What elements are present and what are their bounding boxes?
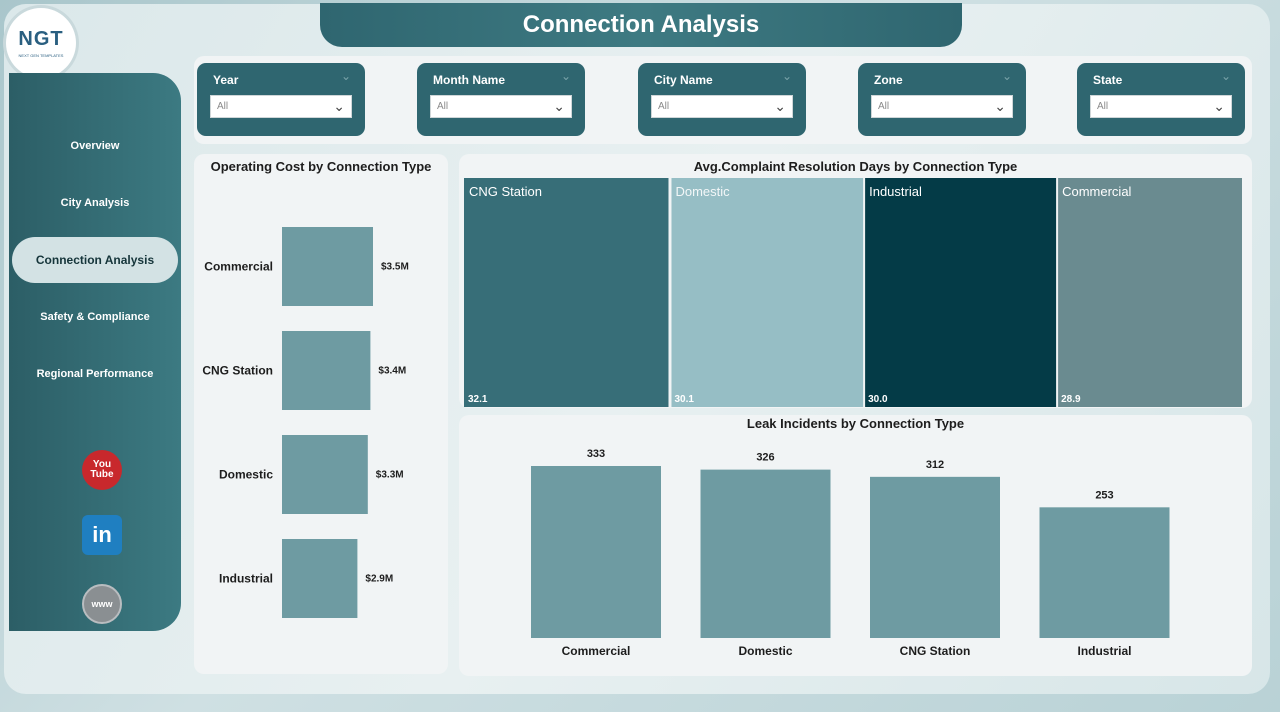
city-dropdown[interactable]: All ⌄ (651, 95, 793, 118)
chart-title: Avg.Complaint Resolution Days by Connect… (693, 159, 1018, 174)
logo-mark: NGT (18, 28, 64, 50)
data-label-industrial: $2.9M (365, 574, 393, 585)
tile-value-cng-station: 32.1 (468, 394, 488, 405)
filter-month-name: Month Name ⌄ All ⌄ (417, 63, 585, 136)
tile-value-domestic: 30.1 (674, 394, 694, 405)
data-label-domestic: $3.3M (376, 470, 404, 481)
filter-zone: Zone ⌄ All ⌄ (858, 63, 1026, 136)
chevron-down-icon: ⌄ (1213, 98, 1225, 114)
category-label-industrial: Industrial (1077, 644, 1131, 658)
filter-state: State ⌄ All ⌄ (1077, 63, 1245, 136)
month-dropdown[interactable]: All ⌄ (430, 95, 572, 118)
youtube-icon[interactable]: You Tube (82, 450, 122, 490)
chevron-down-icon[interactable]: ⌄ (1220, 69, 1231, 83)
category-label-cng-station: CNG Station (900, 644, 971, 658)
filter-label: State (1093, 73, 1123, 87)
bar-domestic[interactable] (700, 469, 831, 638)
sidebar-item-overview[interactable]: Overview (70, 140, 120, 152)
sidebar-nav: Overview City Analysis Connection Analys… (9, 73, 181, 631)
bar-commercial[interactable] (282, 227, 373, 306)
filter-label: Month Name (433, 73, 505, 87)
category-label-commercial: Commercial (562, 644, 631, 658)
sidebar-item-connection-analysis[interactable]: Connection Analysis (12, 237, 178, 283)
website-globe-icon[interactable]: www (82, 584, 122, 624)
sidebar-item-safety-compliance[interactable]: Safety & Compliance (40, 311, 150, 323)
chevron-down-icon[interactable]: ⌄ (340, 69, 351, 83)
data-label-commercial: 333 (587, 448, 605, 460)
chevron-down-icon: ⌄ (774, 98, 786, 114)
category-label-domestic: Domestic (219, 468, 273, 482)
category-label-commercial: Commercial (204, 260, 273, 274)
logo-tagline: NEXT GEN TEMPLATES (18, 53, 64, 58)
leak-incidents-card: Leak Incidents by Connection Type 333 Com… (459, 415, 1252, 676)
linkedin-icon[interactable]: in (82, 515, 122, 555)
tile-value-industrial: 30.0 (868, 394, 888, 405)
bar-cng-station[interactable] (870, 476, 1000, 638)
complaint-resolution-card: Avg.Complaint Resolution Days by Connect… (459, 154, 1252, 408)
chevron-down-icon: ⌄ (333, 98, 345, 114)
treemap-tile-industrial[interactable] (865, 178, 1057, 407)
leak-incidents-chart: 333 Commercial 326 Domestic 312 CNG Station 25… (531, 448, 1170, 658)
treemap-tile-cng-station[interactable] (464, 178, 669, 407)
tile-label-commercial: Commercial (1062, 184, 1131, 199)
filter-year: Year ⌄ All ⌄ (197, 63, 365, 136)
treemap-tile-commercial[interactable] (1058, 178, 1242, 407)
filter-label: Zone (874, 73, 903, 87)
treemap-tile-domestic[interactable] (671, 178, 864, 407)
filter-label: City Name (654, 73, 713, 87)
complaint-resolution-treemap: CNG Station 32.1 Domestic 30.1 Industrial 30.… (464, 178, 1242, 407)
chart-title: Operating Cost by Connection Type (210, 159, 432, 174)
chevron-down-icon[interactable]: ⌄ (781, 69, 792, 83)
page-title: Connection Analysis (320, 3, 962, 47)
tile-value-commercial: 28.9 (1061, 394, 1081, 405)
category-label-domestic: Domestic (738, 644, 792, 658)
sidebar-item-city-analysis[interactable]: City Analysis (60, 197, 130, 209)
filter-city-name: City Name ⌄ All ⌄ (638, 63, 806, 136)
filter-label: Year (213, 73, 239, 87)
sidebar-item-regional-performance[interactable]: Regional Performance (36, 368, 154, 380)
data-label-industrial: 253 (1095, 489, 1113, 501)
bar-cng-station[interactable] (282, 331, 371, 410)
tile-label-industrial: Industrial (869, 184, 922, 199)
category-label-cng-station: CNG Station (202, 364, 273, 378)
chart-title: Leak Incidents by Connection Type (746, 416, 965, 431)
chevron-down-icon[interactable]: ⌄ (560, 69, 571, 83)
category-label-industrial: Industrial (219, 572, 273, 586)
brand-logo: NGT NEXT GEN TEMPLATES (6, 8, 76, 78)
operating-cost-chart: Commercial $3.5M CNG Station $3.4M Domestic $… (202, 227, 409, 618)
data-label-commercial: $3.5M (381, 262, 409, 273)
state-dropdown[interactable]: All ⌄ (1090, 95, 1232, 118)
bar-industrial[interactable] (1039, 507, 1170, 638)
bar-commercial[interactable] (531, 466, 661, 638)
tile-label-cng-station: CNG Station (469, 184, 542, 199)
operating-cost-card: Operating Cost by Connection Type Commer… (194, 154, 448, 674)
chevron-down-icon: ⌄ (994, 98, 1006, 114)
year-dropdown[interactable]: All ⌄ (210, 95, 352, 118)
chevron-down-icon[interactable]: ⌄ (1001, 69, 1012, 83)
bar-industrial[interactable] (282, 539, 358, 618)
data-label-domestic: 326 (756, 452, 774, 464)
data-label-cng-station: $3.4M (378, 366, 406, 377)
chevron-down-icon: ⌄ (553, 98, 565, 114)
zone-dropdown[interactable]: All ⌄ (871, 95, 1013, 118)
bar-domestic[interactable] (282, 435, 368, 514)
data-label-cng-station: 312 (926, 459, 944, 471)
tile-label-domestic: Domestic (675, 184, 730, 199)
